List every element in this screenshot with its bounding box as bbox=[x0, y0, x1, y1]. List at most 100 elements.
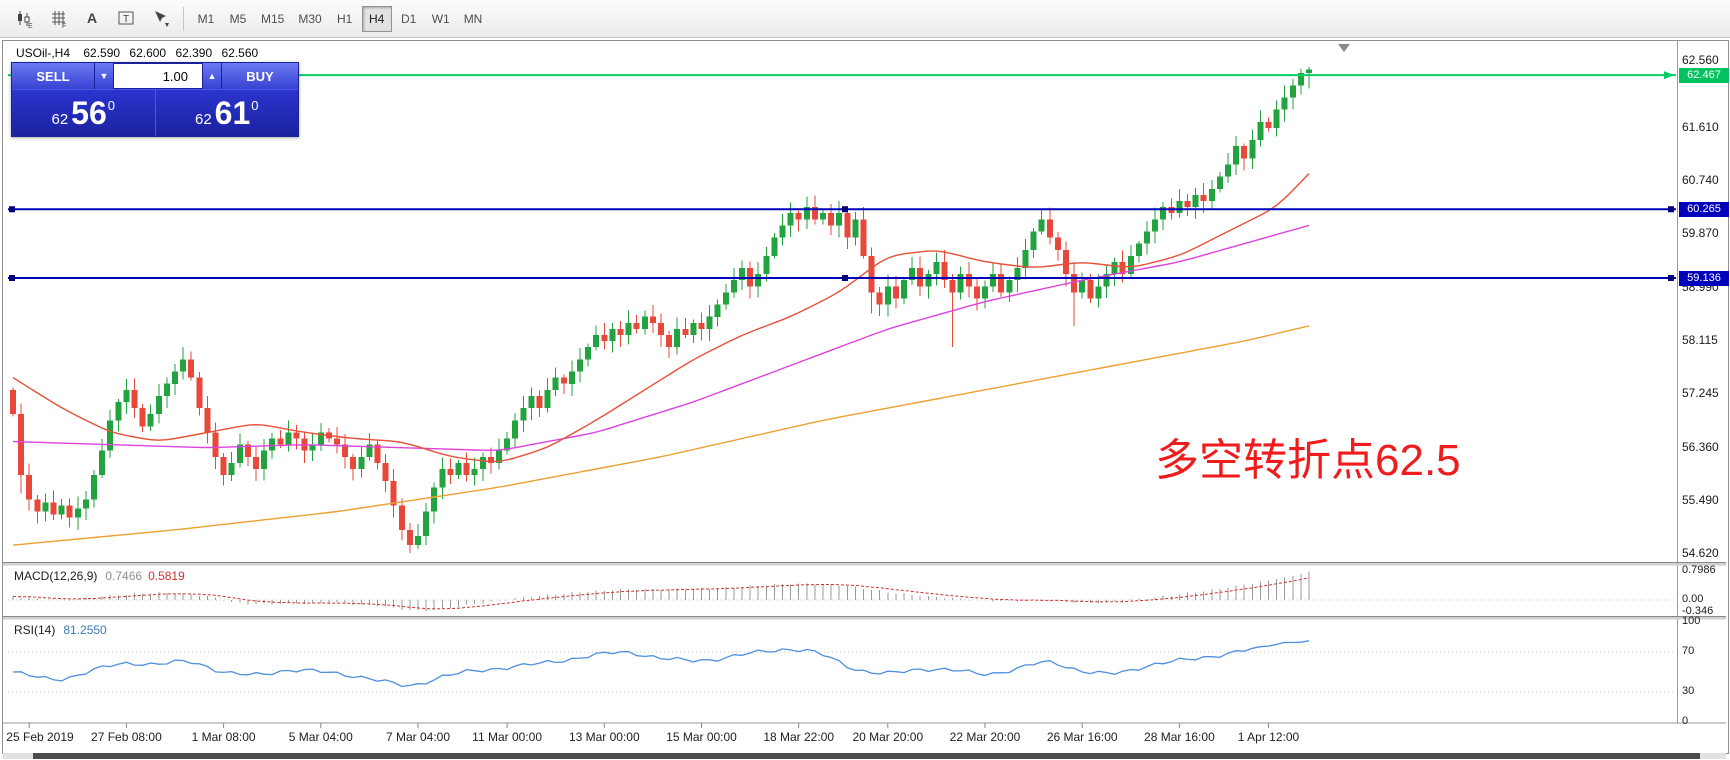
candle bbox=[1087, 280, 1094, 299]
candle bbox=[811, 207, 818, 220]
candle bbox=[1265, 121, 1272, 128]
rsi-name: RSI(14) bbox=[14, 623, 56, 637]
candle bbox=[1144, 231, 1150, 244]
rsi-value: 81.2550 bbox=[63, 623, 107, 637]
font-icon[interactable]: A bbox=[76, 4, 108, 34]
candle bbox=[844, 213, 851, 238]
candle bbox=[390, 481, 397, 506]
buy-price-display[interactable]: 62 61 0 bbox=[154, 90, 298, 136]
candle bbox=[99, 450, 106, 476]
price-badge-62.467: 62.467 bbox=[1679, 67, 1729, 83]
candle bbox=[1257, 121, 1264, 141]
time-axis-label: 26 Mar 16:00 bbox=[1046, 730, 1118, 744]
candle bbox=[91, 475, 97, 500]
grid-icon[interactable]: F bbox=[42, 4, 74, 34]
timeframe-button-m5[interactable]: M5 bbox=[229, 11, 247, 26]
volume-decrease-button[interactable]: ▼ bbox=[95, 63, 113, 89]
rsi-axis-label: 100 bbox=[1682, 615, 1701, 627]
volume-increase-button[interactable]: ▲ bbox=[203, 63, 221, 89]
candle bbox=[544, 389, 551, 409]
buy-button[interactable]: BUY bbox=[221, 63, 298, 89]
macd-axis-label: 0.00 bbox=[1682, 593, 1704, 605]
candle bbox=[828, 213, 835, 226]
candle bbox=[909, 268, 916, 281]
rsi-axis-label: 70 bbox=[1682, 645, 1695, 657]
sell-price-display[interactable]: 62 56 0 bbox=[12, 90, 155, 136]
candle bbox=[625, 322, 632, 335]
timeframe-button-m1[interactable]: M1 bbox=[197, 11, 215, 26]
macd-indicator-label: MACD(12,26,9) 0.7466 0.5819 bbox=[14, 569, 185, 583]
candle bbox=[690, 322, 697, 335]
time-axis-label: 15 Mar 00:00 bbox=[666, 730, 737, 744]
candle bbox=[10, 389, 16, 415]
toolbar-separator bbox=[183, 6, 184, 31]
macd-signal-value: 0.5819 bbox=[148, 569, 185, 583]
candle bbox=[1135, 243, 1142, 256]
candle bbox=[139, 408, 146, 427]
macd-name: MACD(12,26,9) bbox=[14, 569, 98, 583]
candle bbox=[763, 255, 770, 275]
candle bbox=[236, 444, 243, 463]
candle bbox=[795, 213, 802, 220]
candles-layer bbox=[10, 67, 1312, 553]
price-axis-label: 59.870 bbox=[1682, 226, 1719, 241]
timeframe-button-h1[interactable]: H1 bbox=[337, 11, 353, 26]
time-axis-label: 5 Mar 04:00 bbox=[288, 730, 353, 744]
candle bbox=[682, 328, 689, 335]
candle bbox=[1030, 231, 1037, 250]
horizontal-scrollbar[interactable] bbox=[33, 753, 1700, 759]
candle bbox=[982, 286, 988, 299]
time-axis-label: 27 Feb 08:00 bbox=[91, 730, 162, 744]
timeframe-button-h4[interactable]: H4 bbox=[361, 5, 392, 32]
timeframe-button-m30[interactable]: M30 bbox=[298, 11, 322, 26]
candle bbox=[649, 316, 656, 323]
text-label-icon[interactable]: T bbox=[110, 4, 142, 34]
candle bbox=[285, 432, 292, 445]
timeframe-button-d1[interactable]: D1 bbox=[401, 11, 417, 26]
volume-input[interactable]: 1.00 bbox=[113, 63, 203, 89]
candle bbox=[1176, 201, 1183, 214]
chart-window bbox=[2, 40, 1729, 754]
candle bbox=[342, 444, 349, 457]
time-axis-label: 22 Mar 20:00 bbox=[949, 730, 1021, 744]
candle bbox=[42, 502, 49, 512]
candle bbox=[1208, 188, 1215, 202]
candle bbox=[447, 469, 454, 476]
candle bbox=[1216, 176, 1223, 189]
macd-histogram bbox=[12, 571, 1310, 611]
candle bbox=[666, 335, 673, 348]
macd-axis-label: -0.346 bbox=[1682, 605, 1714, 618]
sell-price-prefix: 62 bbox=[51, 110, 69, 128]
candle bbox=[309, 444, 316, 451]
candle bbox=[212, 432, 219, 457]
candle bbox=[585, 347, 592, 360]
candle bbox=[277, 438, 284, 445]
candle bbox=[107, 420, 114, 451]
timeframe-button-mn[interactable]: MN bbox=[463, 11, 483, 26]
timeframe-button-m15[interactable]: M15 bbox=[261, 11, 285, 26]
timeframe-button-w1[interactable]: W1 bbox=[431, 11, 450, 26]
candle bbox=[1111, 261, 1118, 275]
candle bbox=[415, 536, 421, 546]
macd-axis-label: 0.7986 bbox=[1682, 564, 1716, 577]
candle bbox=[398, 505, 405, 530]
candlestick-chart-icon[interactable]: E bbox=[8, 4, 40, 34]
candle bbox=[374, 444, 381, 463]
candle bbox=[1249, 140, 1256, 159]
sell-price-big: 56 bbox=[71, 95, 107, 131]
candle bbox=[147, 414, 154, 427]
time-axis-label: 7 Mar 04:00 bbox=[385, 730, 451, 744]
candle bbox=[860, 219, 867, 256]
candle bbox=[739, 268, 745, 281]
sell-button[interactable]: SELL bbox=[12, 63, 95, 89]
candle bbox=[568, 371, 575, 384]
crosshair-icon[interactable] bbox=[144, 4, 176, 34]
price-axis-label: 55.490 bbox=[1682, 493, 1719, 508]
time-axis-label: 1 Apr 12:00 bbox=[1237, 730, 1300, 744]
timeframes-group: M1 M5 M15 M30 H1 H4 D1 W1 MN bbox=[191, 5, 488, 32]
macd-value: 0.7466 bbox=[105, 569, 143, 583]
candle bbox=[536, 395, 543, 409]
candle bbox=[1152, 219, 1159, 232]
candle bbox=[1297, 73, 1304, 86]
